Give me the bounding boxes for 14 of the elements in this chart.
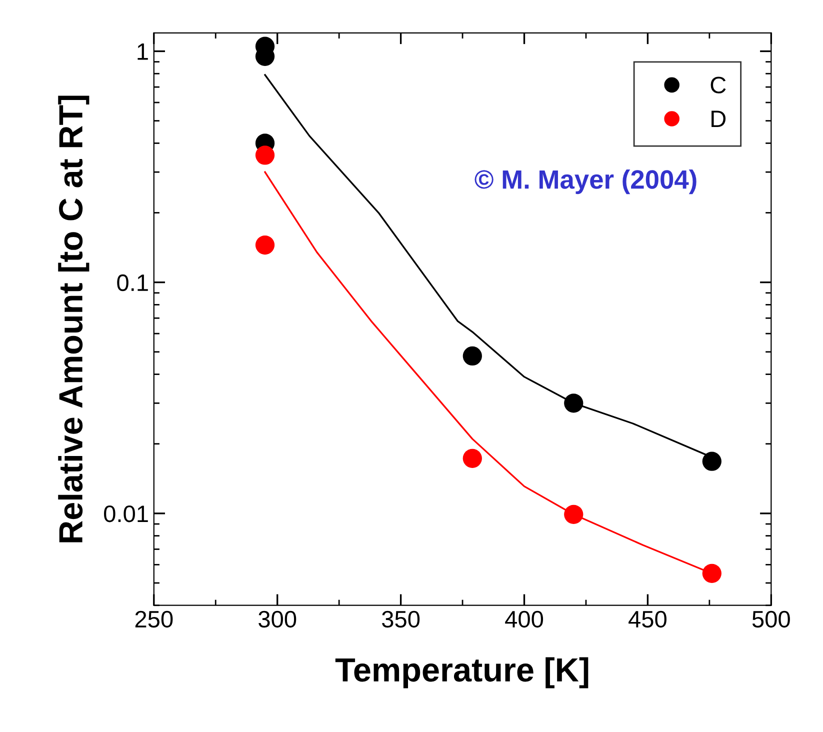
y-tick-label: 0.01 <box>104 505 148 522</box>
y-tick-label: 1 <box>138 44 148 60</box>
legend-label: C <box>710 76 726 94</box>
annotation: © M. Mayer (2004) <box>474 169 696 194</box>
x-tick-label: 250 <box>135 610 173 628</box>
legend-label: D <box>712 110 726 128</box>
x-axis-title: Temperature [K] <box>335 657 588 688</box>
y-tick-label: 0.1 <box>117 274 148 292</box>
x-tick-label: 450 <box>628 610 666 628</box>
x-tick-label: 350 <box>382 610 420 628</box>
x-tick-label: 300 <box>258 610 296 628</box>
x-tick-label: 500 <box>752 610 790 628</box>
x-tick-label: 400 <box>505 610 544 628</box>
y-axis-title: Relative Amount [to C at RT] <box>58 96 90 542</box>
